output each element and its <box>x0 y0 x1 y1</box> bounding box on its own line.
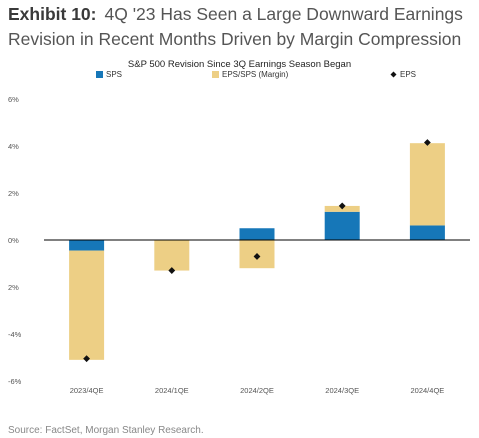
x-tick-label: 2024/4QE <box>411 386 445 395</box>
legend-swatch <box>96 71 103 78</box>
x-tick-label: 2024/2QE <box>240 386 274 395</box>
y-tick-label: 0% <box>8 236 19 245</box>
eps-diamond-marker <box>168 267 176 274</box>
y-tick-label: 4% <box>8 142 19 151</box>
eps-diamond-marker <box>83 355 90 363</box>
y-tick-label: 6% <box>8 95 19 104</box>
x-tick-label: 2024/1QE <box>155 386 189 395</box>
bar-eps-sps-margin- <box>409 143 445 226</box>
source-note: Source: FactSet, Morgan Stanley Research… <box>8 425 204 436</box>
bar-sps <box>409 225 445 240</box>
y-tick-label: 2% <box>8 189 19 198</box>
eps-diamond-marker <box>338 202 346 210</box>
exhibit-title: 4Q '23 Has Seen a Large Downward Earning… <box>8 4 463 49</box>
bar-eps-sps-margin- <box>154 240 190 271</box>
x-tick-label: 2023/4QE <box>70 386 104 395</box>
legend-swatch <box>212 71 219 78</box>
eps-diamond-marker <box>253 253 261 260</box>
legend-label: SPS <box>106 70 122 79</box>
y-tick-label: -6% <box>8 377 22 386</box>
exhibit-label: Exhibit 10: <box>8 4 97 24</box>
legend-label: EPS/SPS (Margin) <box>222 70 289 79</box>
x-tick-label: 2024/3QE <box>325 386 359 395</box>
legend-label: EPS <box>400 70 416 79</box>
bar-sps <box>239 228 275 240</box>
bar-sps <box>69 240 105 251</box>
eps-diamond-marker <box>424 139 431 146</box>
chart-title: S&P 500 Revision Since 3Q Earnings Seaso… <box>127 59 352 70</box>
exhibit-heading: Exhibit 10: 4Q '23 Has Seen a Large Downw… <box>8 2 476 52</box>
bar-eps-sps-margin- <box>69 250 105 360</box>
y-tick-label: -4% <box>8 330 22 339</box>
y-tick-label: 2% <box>8 283 19 292</box>
legend-swatch <box>390 71 397 78</box>
bar-sps <box>324 211 360 240</box>
